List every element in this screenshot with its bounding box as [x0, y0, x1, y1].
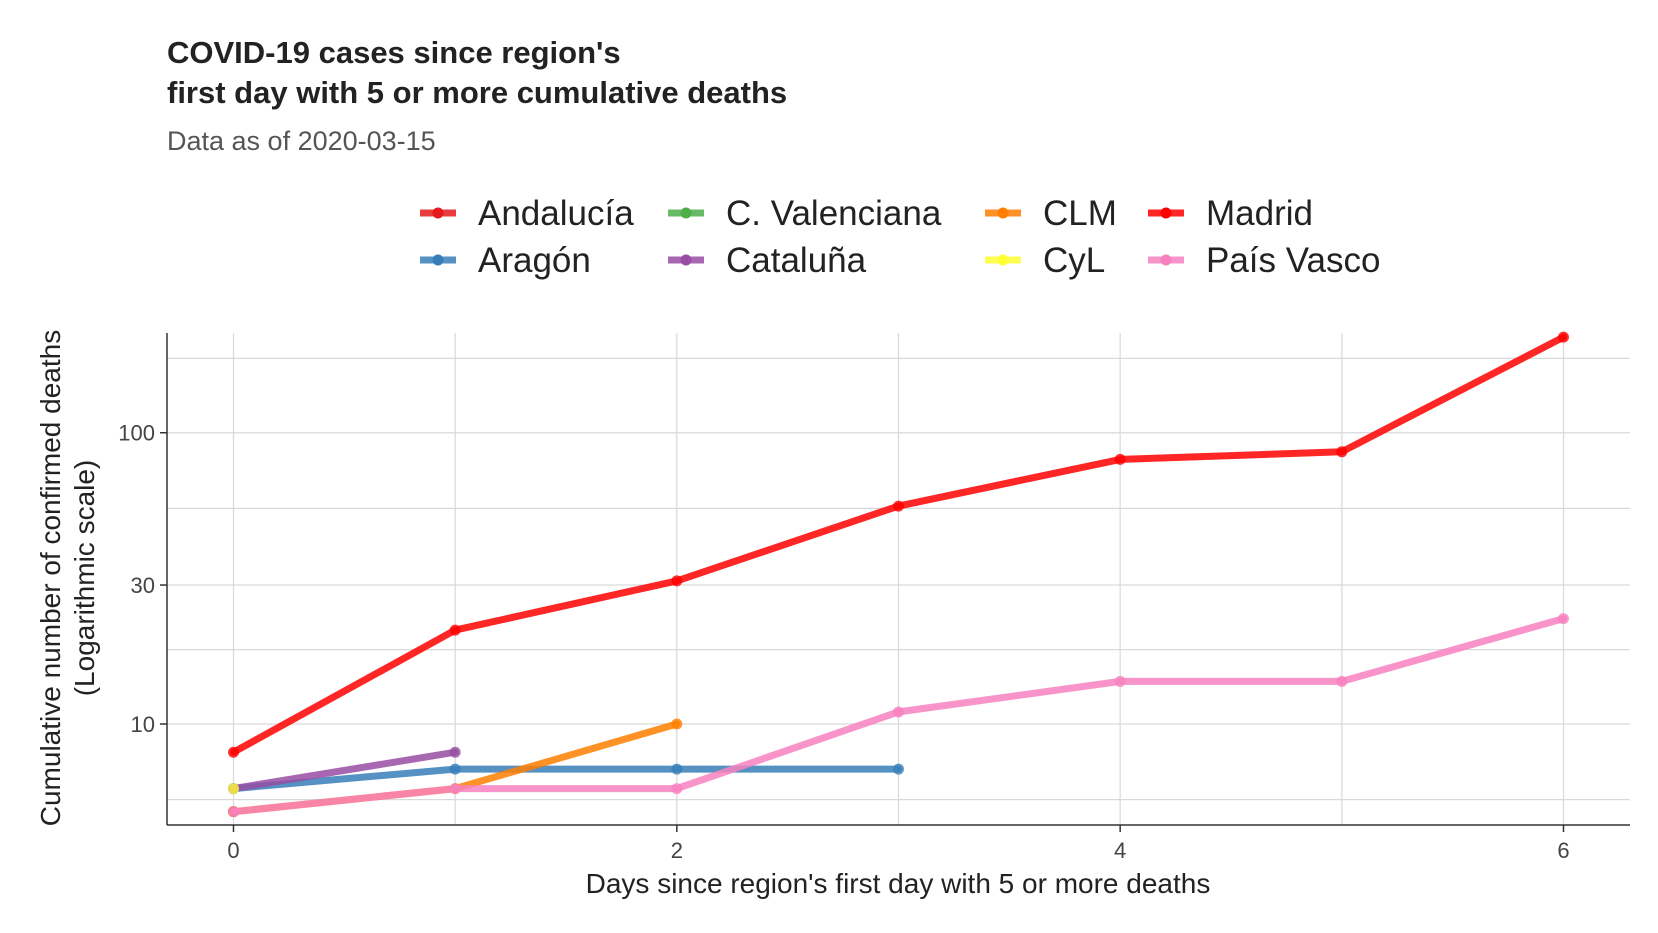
data-point: [228, 746, 239, 758]
grid: [167, 333, 1630, 825]
x-axis-title: Days since region's first day with 5 or …: [586, 868, 1211, 899]
legend-label: Andalucía: [478, 194, 634, 233]
data-point: [671, 718, 683, 730]
data-point: [671, 575, 683, 587]
ticks: 0 2 4 6 10 30 100: [118, 421, 1569, 863]
series-pais-vasco: [228, 613, 1569, 818]
series-layer: [228, 331, 1569, 818]
legend-swatch-point: [680, 254, 692, 266]
series-line: [230, 765, 902, 793]
x-tick-label: 2: [671, 838, 683, 863]
data-point: [1336, 675, 1348, 687]
legend-item-cataluna: Cataluña: [668, 241, 867, 280]
x-tick-label: 6: [1557, 838, 1569, 863]
legend-swatch-point: [997, 254, 1009, 266]
data-point: [1558, 331, 1569, 343]
data-point: [449, 746, 461, 758]
data-point: [228, 806, 239, 818]
legend-swatch-point: [1160, 254, 1172, 266]
data-point: [671, 783, 683, 795]
data-point: [1336, 446, 1348, 458]
data-point: [1114, 675, 1126, 687]
legend: Andalucía C. Valenciana CLM Madrid Aragón Cat…: [420, 194, 1380, 280]
legend-label: CyL: [1043, 241, 1105, 280]
legend-item-cyl: CyL: [985, 241, 1105, 280]
data-point: [893, 500, 904, 512]
legend-swatch-point: [680, 207, 692, 219]
y-tick-label: 30: [131, 573, 155, 598]
legend-label: País Vasco: [1206, 241, 1380, 280]
legend-label: CLM: [1043, 194, 1117, 233]
y-axis-title-line-2: (Logarithmic scale): [69, 460, 100, 697]
data-point: [449, 624, 461, 636]
y-tick-label: 10: [131, 712, 155, 737]
legend-swatch-point: [1160, 207, 1172, 219]
legend-item-clm: CLM: [985, 194, 1117, 233]
legend-item-aragon: Aragón: [420, 241, 591, 280]
legend-label: C. Valenciana: [726, 194, 942, 233]
data-point: [671, 763, 683, 775]
data-point: [893, 706, 904, 718]
data-point: [1114, 453, 1126, 465]
legend-swatch-point: [997, 207, 1009, 219]
legend-item-andalucia: Andalucía: [420, 194, 634, 233]
data-point: [1558, 613, 1569, 625]
legend-label: Cataluña: [726, 241, 867, 280]
legend-swatch-point: [432, 254, 444, 266]
legend-item-madrid: Madrid: [1148, 194, 1313, 233]
data-point: [893, 763, 904, 775]
series-madrid: [228, 331, 1569, 758]
x-tick-label: 4: [1114, 838, 1126, 863]
data-point: [449, 783, 461, 795]
y-tick-label: 100: [118, 421, 155, 446]
series-cyl: [228, 783, 239, 795]
y-axis-title-line-1: Cumulative number of confirmed deaths: [35, 330, 66, 826]
data-point: [228, 783, 239, 795]
data-point: [449, 763, 461, 775]
legend-label: Madrid: [1206, 194, 1313, 233]
series-line: [230, 748, 459, 793]
x-tick-label: 0: [227, 838, 239, 863]
legend-label: Aragón: [478, 241, 591, 280]
legend-item-c-valenciana: C. Valenciana: [668, 194, 942, 233]
chart-subtitle: Data as of 2020-03-15: [167, 126, 436, 156]
legend-swatch-point: [432, 207, 444, 219]
chart-title-line-1: COVID-19 cases since region's: [167, 35, 621, 70]
chart-title-line-2: first day with 5 or more cumulative deat…: [167, 75, 787, 110]
legend-item-pais-vasco: País Vasco: [1148, 241, 1380, 280]
